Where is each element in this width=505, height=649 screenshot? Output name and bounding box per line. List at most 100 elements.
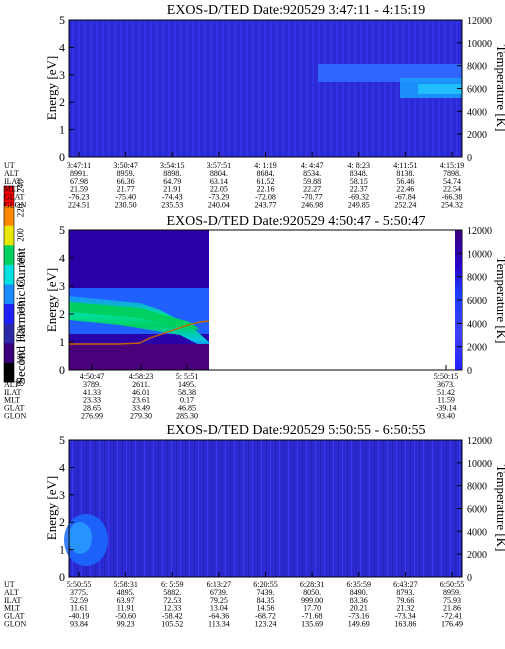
table-cell: -73.34	[395, 612, 416, 621]
table-cell: 6: 5:59	[161, 580, 183, 589]
table-row-label: MLT	[4, 185, 20, 194]
table-cell: 176.49	[441, 620, 463, 629]
table-cell: -73.29	[209, 193, 230, 202]
table-cell: 4:15:19	[440, 161, 464, 170]
y-tick-label: 1	[59, 123, 65, 137]
y2-tick-label: 0	[467, 153, 472, 164]
colorbar-frame	[3, 185, 15, 383]
y-tick-label: 4	[59, 40, 65, 54]
y2-tick-label: 6000	[467, 85, 487, 96]
table-row-label: GLAT	[4, 404, 25, 413]
colorbar-tick-label: 120	[15, 326, 25, 340]
panel-3-blob-core	[68, 522, 92, 554]
table-cell: 41.33	[83, 388, 101, 397]
panel-2-table: UTALTILATMLTGLATGLON4:50:473789.41.3323.…	[4, 372, 458, 421]
table-cell: 105.52	[161, 620, 183, 629]
table-cell: 75.93	[443, 596, 461, 605]
panel-1-title: EXOS-D/TED Date:920529 3:47:11 - 4:15:19	[167, 3, 425, 18]
table-cell: 63.14	[210, 177, 228, 186]
table-cell: 83.36	[350, 596, 368, 605]
y2-tick-label: 8000	[467, 273, 487, 284]
y2-tick-label: 4000	[467, 319, 487, 330]
table-cell: 224.51	[68, 201, 90, 210]
table-cell: 58.38	[178, 388, 196, 397]
table-cell: 3:47:11	[67, 161, 91, 170]
panel-2-temperature-line	[69, 320, 210, 345]
colorbar-tick-label: 80	[15, 377, 25, 387]
colorbar-swatch	[4, 362, 14, 383]
table-cell: -39.14	[436, 404, 457, 413]
table-cell: 23.33	[83, 396, 101, 405]
panel-1-ylabel: Energy [eV]	[44, 56, 59, 120]
table-cell: 93.84	[70, 620, 88, 629]
panel-2-band-core	[69, 302, 200, 330]
panel-1-table: UTALTILATMLTGLATGLON3:47:118991.67.9821.…	[4, 161, 464, 210]
table-cell: 7439.	[257, 588, 275, 597]
table-cell: 230.50	[115, 201, 137, 210]
table-cell: 8534.	[303, 169, 321, 178]
table-cell: 240.04	[208, 201, 230, 210]
y-tick-label: 0	[59, 570, 65, 584]
y2-tick-label: 8000	[467, 482, 487, 493]
table-cell: 33.49	[132, 404, 150, 413]
colorbar-tick-label: 100	[15, 350, 25, 364]
table-cell: 11.61	[70, 604, 88, 613]
table-cell: -67.84	[395, 193, 416, 202]
panel-2: EXOS-D/TED Date:920529 4:50:47 - 5:50:47…	[4, 214, 505, 421]
table-cell: 21.59	[70, 185, 88, 194]
y2-tick-label: 12000	[467, 226, 492, 237]
y2-tick-label: 8000	[467, 62, 487, 73]
panel-3: EXOS-D/TED Date:920529 5:50:55 - 6:50:55…	[4, 423, 505, 629]
colorbar-swatch	[4, 342, 14, 363]
table-row-label: ALT	[4, 588, 19, 597]
table-row-label: GLAT	[4, 193, 25, 202]
colorbar-swatch	[4, 225, 14, 246]
table-cell: 66.36	[117, 177, 135, 186]
y2-tick-label: 12000	[467, 436, 492, 447]
table-cell: 135.69	[301, 620, 323, 629]
table-cell: 8959.	[117, 169, 135, 178]
table-cell: 21.86	[443, 604, 461, 613]
panel-3-title: EXOS-D/TED Date:920529 5:50:55 - 6:50:55	[167, 423, 426, 438]
table-row-label: MLT	[4, 604, 20, 613]
table-cell: 58.15	[350, 177, 368, 186]
table-cell: 54.74	[443, 177, 461, 186]
colorbar-tick-label: 180	[15, 252, 25, 266]
table-cell: 999.00	[301, 596, 323, 605]
y-tick-label: 5	[59, 223, 65, 237]
table-cell: 12.33	[163, 604, 181, 613]
table-row-label: UT	[4, 580, 15, 589]
panel-2-y2label: Temperature [K]	[494, 257, 505, 344]
table-cell: 243.77	[255, 201, 277, 210]
table-cell: 1495.	[178, 380, 196, 389]
table-cell: -68.72	[255, 612, 276, 621]
table-cell: 246.98	[301, 201, 323, 210]
table-cell: -70.77	[302, 193, 323, 202]
table-row-label: UT	[4, 161, 15, 170]
colorbar-swatch	[4, 303, 14, 324]
table-cell: 11.59	[437, 396, 455, 405]
table-cell: 8804.	[210, 169, 228, 178]
y2-tick-label: 10000	[467, 39, 492, 50]
table-cell: 22.54	[443, 185, 461, 194]
table-cell: 64.79	[163, 177, 181, 186]
table-cell: 72.53	[163, 596, 181, 605]
table-cell: 5:58:31	[113, 580, 137, 589]
colorbar-swatch	[4, 205, 14, 226]
table-cell: 4: 4:47	[301, 161, 323, 170]
y2-tick-label: 10000	[467, 459, 492, 470]
table-cell: 51.42	[437, 388, 455, 397]
table-row-label: ILAT	[4, 388, 21, 397]
table-cell: 163.86	[394, 620, 416, 629]
table-cell: 21.77	[117, 185, 135, 194]
table-row-label: GLON	[4, 201, 26, 210]
table-cell: 285.30	[176, 412, 198, 421]
table-cell: 93.40	[437, 412, 455, 421]
table-cell: 8684.	[257, 169, 275, 178]
table-cell: 0.17	[180, 396, 194, 405]
panel-3-heatmap	[69, 440, 462, 577]
table-cell: 6:20:55	[253, 580, 277, 589]
table-row-label: MLT	[4, 396, 20, 405]
table-cell: 279.30	[130, 412, 152, 421]
y-tick-label: 4	[59, 251, 65, 265]
